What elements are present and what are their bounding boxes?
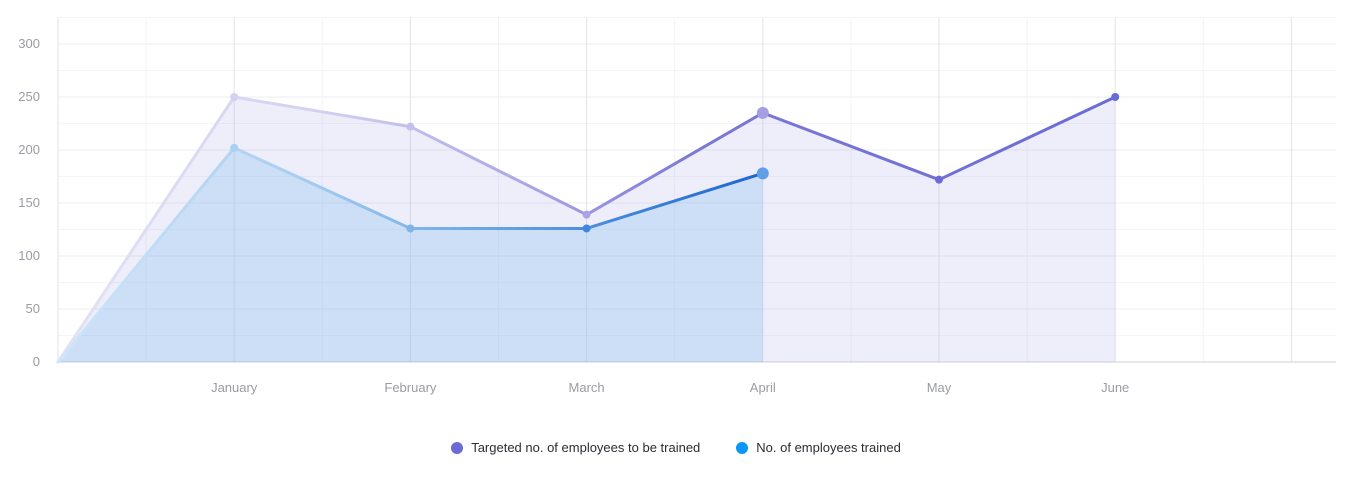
x-tick-label: January (211, 380, 258, 395)
y-tick-label: 200 (18, 142, 40, 157)
x-tick-label: April (750, 380, 776, 395)
targeted-point[interactable] (230, 93, 239, 101)
targeted-point[interactable] (935, 175, 943, 184)
x-tick-label: February (384, 380, 437, 395)
x-tick-label: May (927, 380, 952, 395)
legend-item-trained[interactable]: No. of employees trained (736, 440, 901, 455)
targeted-point[interactable] (1111, 93, 1120, 101)
legend-trained-marker (736, 441, 749, 454)
legend: Targeted no. of employees to be trained … (0, 440, 1352, 455)
y-axis-labels: 0 50 100 150 200 250 300 (18, 36, 40, 369)
legend-targeted-marker (451, 441, 464, 454)
legend-item-targeted[interactable]: Targeted no. of employees to be trained (451, 440, 700, 455)
y-tick-label: 0 (33, 354, 40, 369)
y-tick-label: 300 (18, 36, 40, 51)
trained-area (58, 147, 763, 362)
grid-layer (57, 17, 1336, 363)
legend-targeted-label: Targeted no. of employees to be trained (471, 440, 701, 455)
line-area-chart: 0 50 100 150 200 250 300 January February March A… (18, 17, 1336, 395)
y-tick-label: 50 (26, 301, 40, 316)
targeted-point[interactable] (406, 122, 415, 131)
x-tick-label: March (569, 380, 605, 395)
legend-trained-label: No. of employees trained (756, 440, 901, 455)
trained-point[interactable] (756, 167, 769, 180)
targeted-point[interactable] (756, 106, 769, 119)
trained-point[interactable] (230, 143, 239, 152)
y-tick-label: 150 (18, 195, 40, 210)
trained-point[interactable] (582, 224, 591, 233)
y-tick-label: 250 (18, 89, 40, 104)
targeted-point[interactable] (582, 210, 591, 219)
series-points (230, 93, 1120, 233)
x-axis-labels: January February March April May June (211, 380, 1129, 395)
x-tick-label: June (1101, 380, 1129, 395)
y-tick-label: 100 (18, 248, 40, 263)
trained-point[interactable] (406, 224, 415, 233)
